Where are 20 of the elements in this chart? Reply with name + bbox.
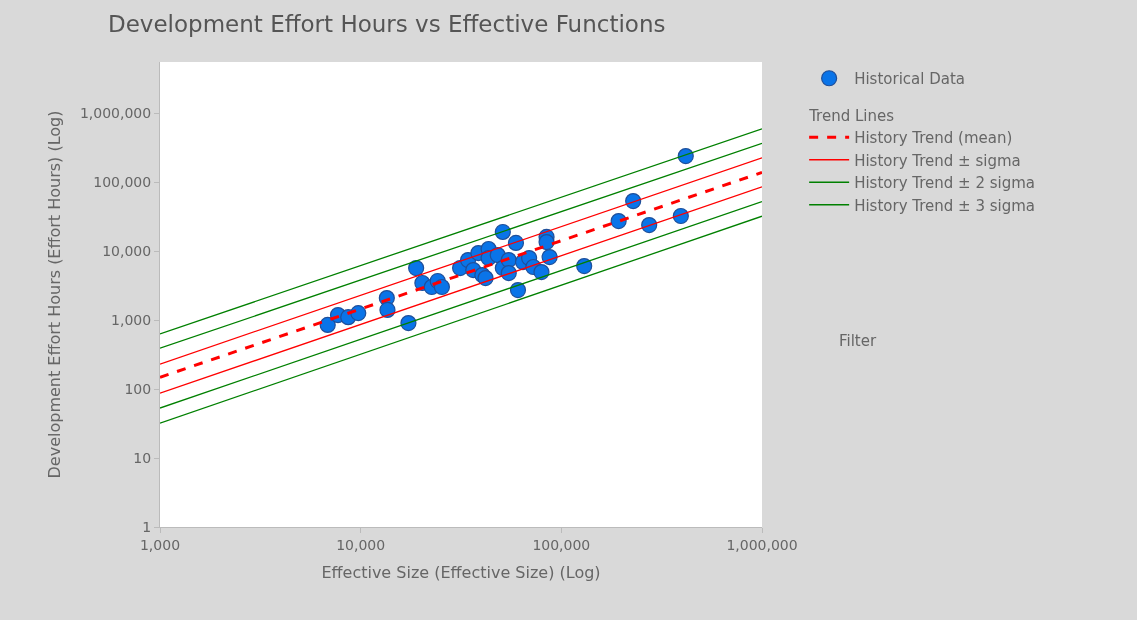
chart-title: Development Effort Hours vs Effective Functions bbox=[108, 10, 666, 37]
legend-label: Historical Data bbox=[854, 70, 965, 89]
x-tick-label: 100,000 bbox=[532, 536, 591, 553]
y-tick-label: 1,000,000 bbox=[79, 104, 152, 121]
legend-label: History Trend ± 2 sigma bbox=[854, 174, 1036, 193]
x-axis-title: Effective Size (Effective Size) (Log) bbox=[321, 563, 601, 583]
x-tick-label: 10,000 bbox=[336, 536, 386, 553]
legend-label: History Trend ± 3 sigma bbox=[854, 196, 1036, 215]
legend-label: History Trend (mean) bbox=[854, 129, 1013, 148]
y-tick-label: 1,000 bbox=[111, 311, 152, 328]
text: Trend Lines bbox=[808, 106, 895, 125]
y-axis-title: Development Effort Hours (Effort Hours) (Log) bbox=[44, 110, 64, 479]
y-tick-label: 1 bbox=[142, 518, 152, 535]
y-tick-label: 100,000 bbox=[93, 173, 152, 190]
x-tick-label: 1,000,000 bbox=[726, 536, 798, 553]
y-tick-label: 10,000 bbox=[102, 242, 152, 259]
legend-label: History Trend ± sigma bbox=[854, 151, 1021, 170]
y-tick-label: 100 bbox=[124, 380, 152, 397]
text: Filter bbox=[839, 332, 877, 350]
y-tick-label: 10 bbox=[133, 449, 152, 466]
